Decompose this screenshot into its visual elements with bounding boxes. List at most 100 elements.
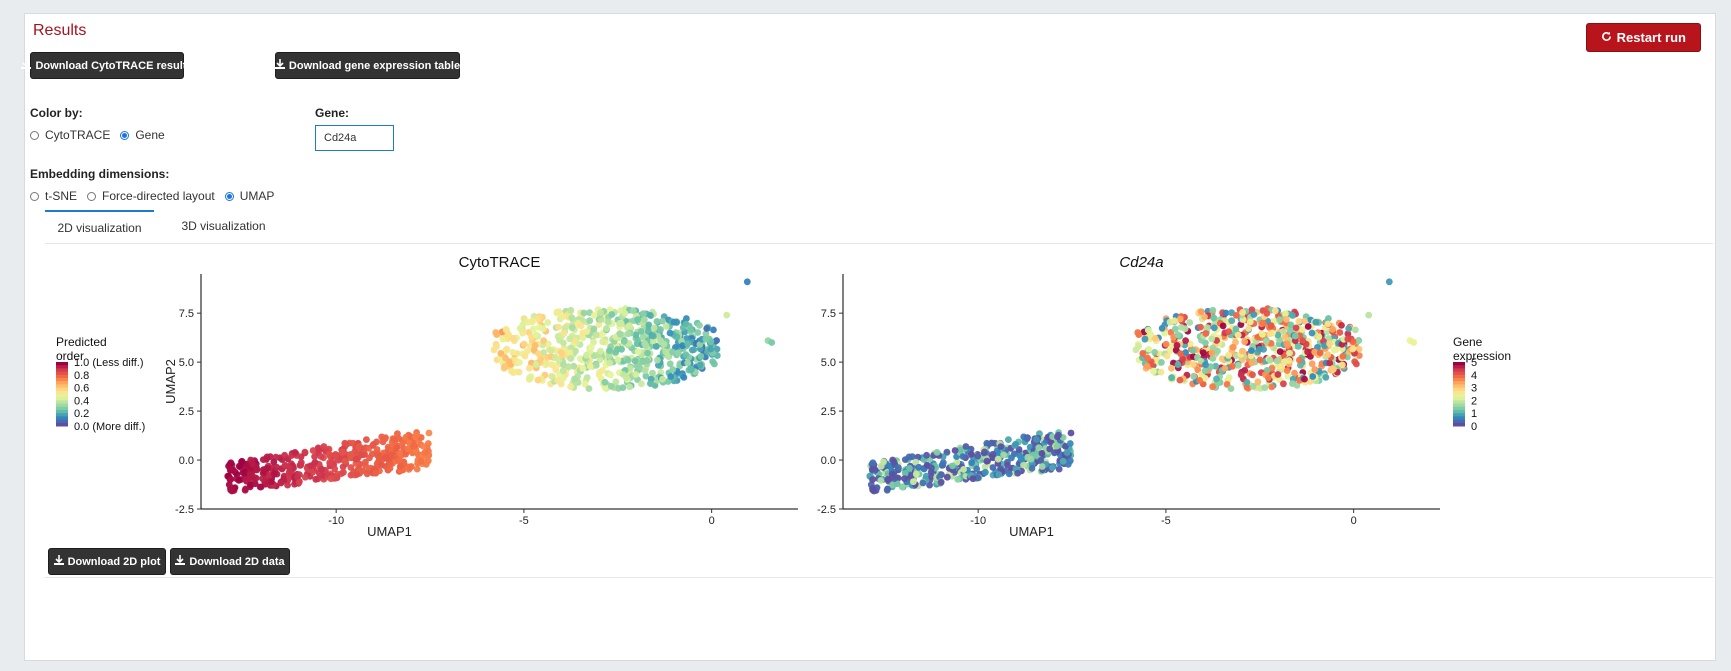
data-point [1338,322,1345,329]
data-point [1292,324,1300,332]
data-point [877,477,885,484]
data-point [687,365,694,372]
data-point [332,474,340,482]
data-point [1349,345,1357,353]
data-point [1295,318,1303,325]
data-point [1309,373,1317,380]
data-point [340,468,347,476]
color-by-cytotrace-option[interactable]: CytoTRACE [30,128,110,142]
legend-color-bar [1453,419,1465,424]
download-gene-table-button[interactable]: Download gene expression table [274,52,460,79]
data-point [1330,346,1338,354]
data-point [376,454,383,462]
embedding-umap-option[interactable]: UMAP [224,189,274,203]
data-point [1261,384,1269,391]
restart-run-button[interactable]: Restart run [1585,23,1701,52]
data-point [657,337,664,344]
data-point [634,348,642,355]
legend-color-bar [56,397,68,401]
download-2d-data-button[interactable]: Download 2D data [170,548,290,575]
results-panel: Results Restart run Download CytoTRACE r… [21,13,1716,661]
radio-umap[interactable] [224,191,234,201]
embedding-label: Embedding dimensions: [30,167,170,181]
data-point [1243,383,1251,391]
data-point [982,468,989,476]
data-point [1190,372,1197,380]
data-point [614,345,621,353]
data-point [1271,307,1279,315]
data-point [1162,340,1170,348]
legend-tick-label: 5 [1471,357,1477,369]
data-point [951,447,959,454]
data-point [270,458,278,466]
data-point [1249,382,1257,390]
data-point [684,359,692,367]
tab-3d-visualization[interactable]: 3D visualization [171,210,276,242]
legend-tick-label: 3 [1471,383,1477,395]
data-point [1207,363,1215,371]
data-point [516,359,523,366]
data-point [277,479,285,487]
download-2d-plot-button[interactable]: Download 2D plot [48,548,166,575]
x-tick-label: -10 [970,515,986,527]
radio-gene[interactable] [120,130,130,140]
data-point [906,464,913,472]
data-point [694,329,702,336]
data-point [1232,312,1240,319]
download-cytotrace-button[interactable]: Download CytoTRACE results [21,52,193,79]
download-2d-plot-label: Download 2D plot [67,555,161,568]
data-point [983,457,991,465]
data-point [1171,325,1179,333]
data-point [624,330,632,338]
data-point [1326,359,1334,367]
data-point [343,440,350,448]
data-point [974,452,982,460]
tab-2d-visualization[interactable]: 2D visualization [45,210,154,244]
data-point [1059,457,1067,465]
data-point [552,366,560,374]
data-point [696,322,703,329]
gene-label: Gene: [315,106,350,120]
download-icon [175,555,186,568]
data-point [1132,346,1140,354]
data-point [967,450,975,458]
y-tick-label: 2.5 [179,406,194,418]
data-point [702,330,710,338]
legend-color-bar [1453,381,1465,385]
color-by-gene-option[interactable]: Gene [120,128,165,142]
y-axis-label: UMAP2 [163,359,178,404]
legend-color-bar [56,410,68,414]
radio-cytotrace[interactable] [30,130,39,140]
data-point [555,308,563,316]
data-point [1020,461,1027,469]
legend-color-bar [1453,387,1465,392]
embedding-tsne-option[interactable]: t-SNE [30,189,77,203]
data-point [521,352,529,360]
data-point [601,378,609,386]
radio-force[interactable] [87,191,97,201]
data-point [1339,361,1346,369]
data-point [1324,320,1332,328]
data-point [989,451,997,458]
gene-input[interactable]: Cd24a [315,125,394,151]
data-point [981,448,988,456]
data-point [347,464,355,471]
data-point [974,474,982,482]
data-point [509,334,517,342]
data-point [1283,367,1291,374]
data-point [662,348,669,356]
data-point [1365,311,1373,319]
data-point [566,349,574,357]
legend-color-bar [56,413,68,417]
data-point [235,462,243,470]
data-point [576,355,584,363]
data-point [1000,451,1007,459]
data-point [647,380,654,387]
radio-tsne[interactable] [30,191,39,201]
data-point [1037,457,1045,464]
legend-color-bar [1453,413,1465,417]
data-point [1325,335,1332,342]
embedding-force-option[interactable]: Force-directed layout [87,189,215,203]
legend-tick-label: 0.6 [74,383,89,395]
data-point [937,478,945,486]
